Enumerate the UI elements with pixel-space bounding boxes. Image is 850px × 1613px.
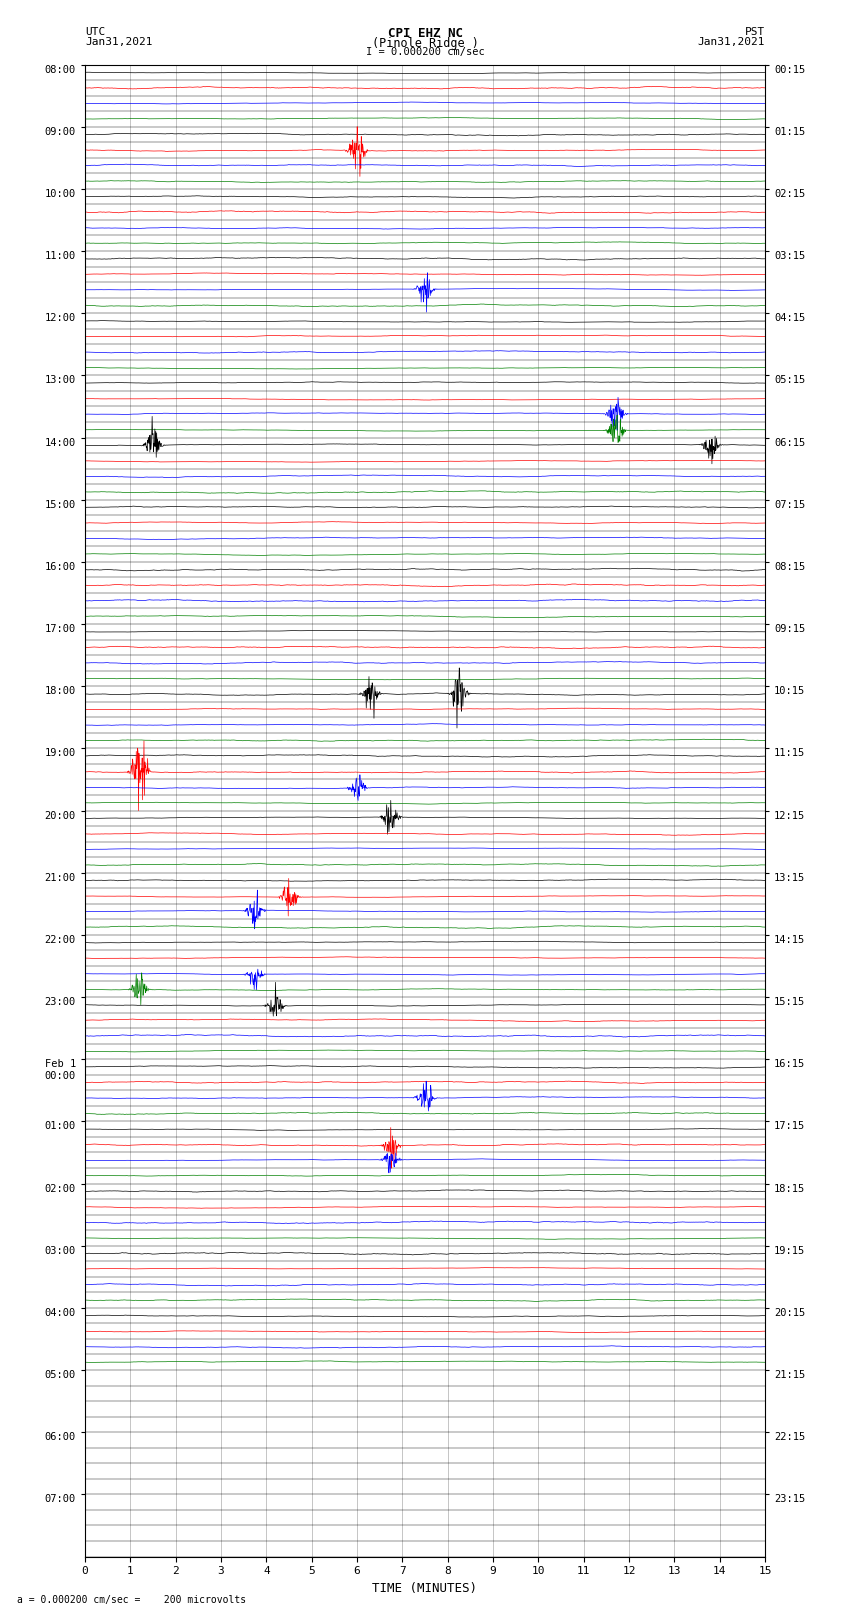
- Text: Jan31,2021: Jan31,2021: [85, 37, 152, 47]
- Text: PST: PST: [745, 27, 765, 37]
- Text: CPI EHZ NC: CPI EHZ NC: [388, 27, 462, 40]
- Text: UTC: UTC: [85, 27, 105, 37]
- X-axis label: TIME (MINUTES): TIME (MINUTES): [372, 1582, 478, 1595]
- Text: a = 0.000200 cm/sec =    200 microvolts: a = 0.000200 cm/sec = 200 microvolts: [17, 1595, 246, 1605]
- Text: Jan31,2021: Jan31,2021: [698, 37, 765, 47]
- Text: I = 0.000200 cm/sec: I = 0.000200 cm/sec: [366, 47, 484, 56]
- Text: (Pinole Ridge ): (Pinole Ridge ): [371, 37, 479, 50]
